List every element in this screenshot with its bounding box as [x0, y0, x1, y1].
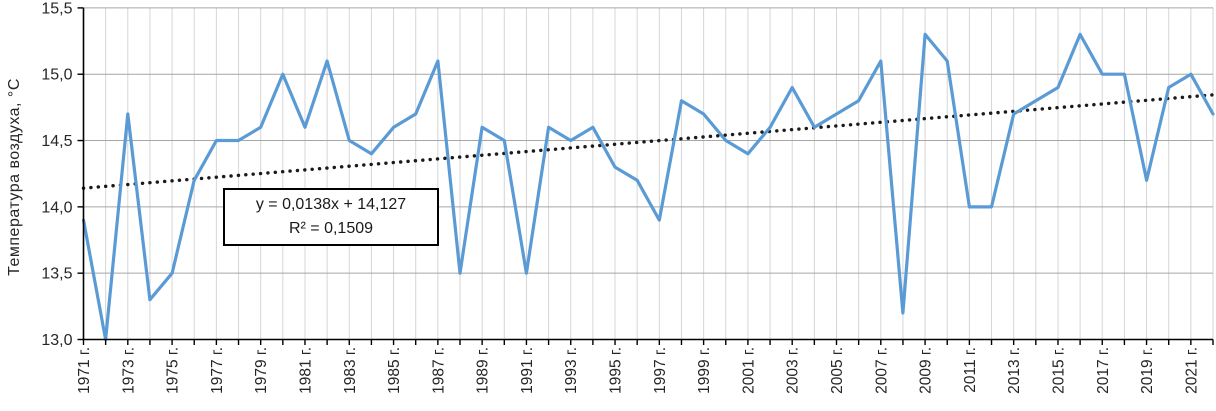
- x-tick-label: 2015 г.: [1051, 347, 1068, 394]
- x-tick-label: 1997 г.: [652, 347, 669, 394]
- x-tick-label: 2009 г.: [918, 347, 935, 394]
- x-tick-label: 1989 г.: [475, 347, 492, 394]
- x-axis-labels: 1971 г. 1973 г. 1975 г. 1977 г. 1979 г. 1981 …: [76, 347, 1200, 394]
- x-tick-label: 1991 г.: [519, 347, 536, 394]
- x-tick-label: 2003 г.: [785, 347, 802, 394]
- x-tick-label: 1979 г.: [253, 347, 270, 394]
- x-tick-label: 1973 г.: [120, 347, 137, 394]
- x-tick-label: 1993 г.: [563, 347, 580, 394]
- x-tick-label: 2013 г.: [1006, 347, 1023, 394]
- x-tick-label: 1981 г.: [298, 347, 315, 394]
- y-axis-labels: 15,5 15,0 14,5 14,0 13,5 13,0: [41, 0, 72, 349]
- y-tick-label: 14,0: [41, 199, 72, 216]
- x-tick-label: 1987 г.: [430, 347, 447, 394]
- x-tick-label: 1977 г.: [209, 347, 226, 394]
- x-tick-label: 2021 г.: [1183, 347, 1200, 394]
- y-tick-label: 13,5: [41, 266, 72, 283]
- x-tick-label: 1975 г.: [165, 347, 182, 394]
- y-tick-label: 15,5: [41, 0, 72, 17]
- x-tick-label: 1985 г.: [386, 347, 403, 394]
- y-tick-label: 15,0: [41, 67, 72, 84]
- y-tick-label: 14,5: [41, 133, 72, 150]
- trendline-equation: y = 0,0138x + 14,127: [255, 196, 407, 213]
- y-tick-label: 13,0: [41, 332, 72, 349]
- tick-marks: [77, 7, 1214, 345]
- trend-line: [81, 93, 1215, 190]
- horizontal-gridlines: [83, 7, 1213, 274]
- temperature-series-line: [81, 32, 1215, 342]
- x-tick-label: 1999 г.: [696, 347, 713, 394]
- x-tick-label: 1971 г.: [76, 347, 93, 394]
- x-tick-label: 2005 г.: [829, 347, 846, 394]
- x-tick-label: 1983 г.: [342, 347, 359, 394]
- axes: [82, 7, 1213, 341]
- x-tick-label: 2001 г.: [740, 347, 757, 394]
- trendline-r-squared: R² = 0,1509: [288, 220, 374, 237]
- x-tick-label: 2007 г.: [873, 347, 890, 394]
- x-tick-label: 2019 г.: [1139, 347, 1156, 394]
- x-tick-label: 1995 г.: [608, 347, 625, 394]
- x-tick-label: 2011 г.: [962, 347, 979, 393]
- x-tick-label: 2017 г.: [1095, 347, 1112, 394]
- y-axis-title: Температура воздуха, °С: [6, 78, 23, 276]
- trendline-equation-box: y = 0,0138x + 14,127 R² = 0,1509: [223, 188, 439, 246]
